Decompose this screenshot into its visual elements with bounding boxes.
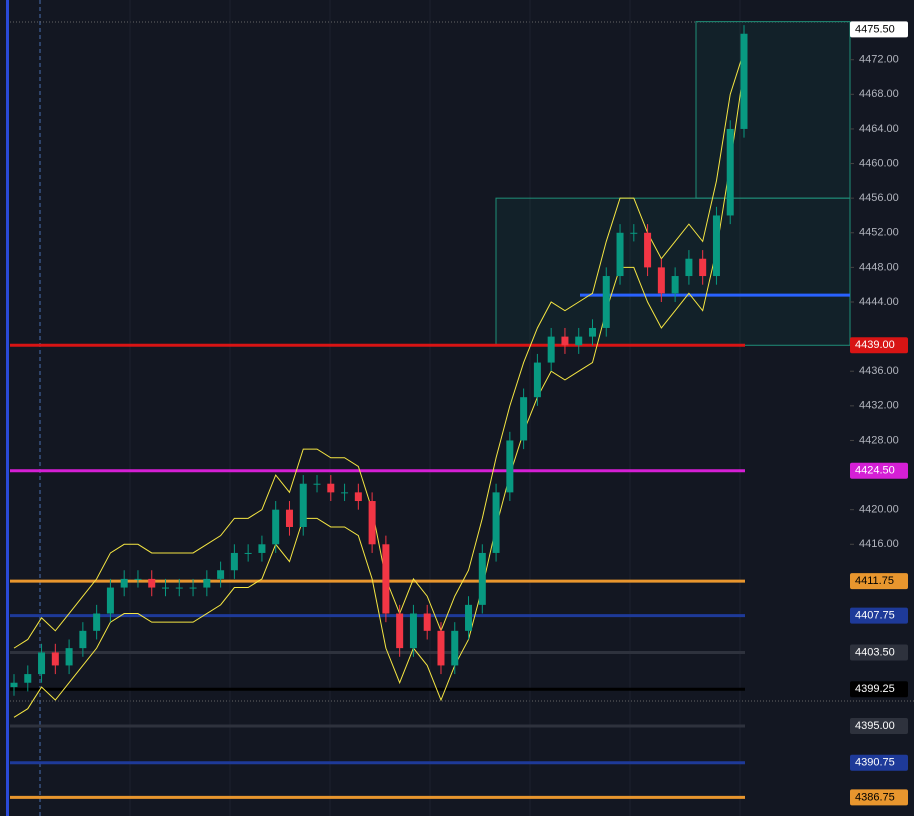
level-tag bbox=[850, 789, 908, 806]
level-tag bbox=[850, 607, 908, 624]
level-tag bbox=[850, 337, 908, 354]
candle-body bbox=[189, 587, 197, 589]
candle-body bbox=[285, 509, 293, 527]
candle-body bbox=[451, 630, 459, 666]
candle-body bbox=[685, 258, 693, 277]
candle-body bbox=[478, 552, 486, 605]
y-tick-label: 4468.00 bbox=[859, 88, 899, 100]
candle-body bbox=[313, 483, 321, 485]
candle-body bbox=[533, 362, 541, 398]
candle-body bbox=[561, 336, 569, 346]
y-tick-label: 4456.00 bbox=[859, 192, 899, 204]
level-label: 4475.50 bbox=[855, 23, 895, 35]
candle-body bbox=[120, 578, 128, 588]
candle-body bbox=[258, 544, 266, 553]
y-tick-label: 4420.00 bbox=[859, 504, 899, 516]
candle-body bbox=[630, 232, 638, 234]
candle-body bbox=[162, 587, 170, 589]
candle-body bbox=[588, 327, 596, 337]
level-label: 4424.50 bbox=[855, 465, 895, 477]
level-tag bbox=[850, 754, 908, 771]
band-lower bbox=[13, 68, 745, 718]
level-tag bbox=[850, 573, 908, 590]
candle-body bbox=[465, 604, 473, 631]
candle-body bbox=[437, 630, 445, 666]
y-tick-label: 4428.00 bbox=[859, 434, 899, 446]
y-tick-label: 4432.00 bbox=[859, 400, 899, 412]
candle-body bbox=[712, 215, 720, 277]
candle-body bbox=[148, 578, 156, 588]
candle-body bbox=[79, 630, 87, 649]
frame-edge bbox=[6, 0, 9, 816]
candle-body bbox=[272, 509, 280, 545]
candle-body bbox=[671, 276, 679, 294]
candle-body bbox=[547, 336, 555, 363]
candle-body bbox=[506, 440, 514, 493]
level-label: 4407.75 bbox=[855, 610, 895, 622]
candle-body bbox=[382, 544, 390, 614]
candle-body bbox=[644, 232, 652, 268]
y-tick-label: 4464.00 bbox=[859, 123, 899, 135]
zone bbox=[695, 21, 851, 199]
candle-body bbox=[93, 613, 101, 631]
candle-body bbox=[726, 128, 734, 216]
candle-body bbox=[602, 276, 610, 328]
candle-body bbox=[520, 397, 528, 441]
y-tick-label: 4436.00 bbox=[859, 365, 899, 377]
candle-body bbox=[217, 570, 225, 579]
level-label: 4395.00 bbox=[855, 720, 895, 732]
level-label: 4399.25 bbox=[855, 683, 895, 695]
candle-body bbox=[134, 578, 142, 580]
candle-body bbox=[203, 578, 211, 588]
level-tag bbox=[850, 644, 908, 661]
candle-body bbox=[230, 552, 238, 571]
level-tag bbox=[850, 21, 908, 38]
level-label: 4403.50 bbox=[855, 646, 895, 658]
candle-body bbox=[368, 501, 376, 545]
level-label: 4411.75 bbox=[855, 575, 894, 587]
level-tag bbox=[850, 462, 908, 479]
candle-body bbox=[341, 492, 349, 494]
candle-body bbox=[38, 652, 46, 675]
candle-body bbox=[396, 613, 404, 649]
y-tick-label: 4472.00 bbox=[859, 54, 899, 66]
candle-body bbox=[657, 267, 665, 294]
candle-body bbox=[106, 587, 114, 614]
candle-body bbox=[740, 33, 748, 129]
y-tick-label: 4452.00 bbox=[859, 227, 899, 239]
level-tag bbox=[850, 681, 908, 698]
candle-body bbox=[575, 336, 583, 346]
candle-body bbox=[409, 613, 417, 649]
candle-body bbox=[616, 232, 624, 277]
candle-body bbox=[423, 613, 431, 631]
candle-body bbox=[299, 483, 307, 527]
y-tick-label: 4416.00 bbox=[859, 538, 899, 550]
candle-body bbox=[492, 492, 500, 553]
y-tick-label: 4444.00 bbox=[859, 296, 899, 308]
candle-body bbox=[10, 682, 18, 688]
candle-body bbox=[175, 587, 183, 589]
level-label: 4439.00 bbox=[855, 339, 895, 351]
candle-body bbox=[354, 492, 362, 502]
level-label: 4390.75 bbox=[855, 757, 895, 769]
v-grid bbox=[129, 0, 741, 816]
level-label: 4386.75 bbox=[855, 791, 895, 803]
candle-body bbox=[51, 652, 59, 666]
zone bbox=[495, 197, 851, 346]
candle-body bbox=[327, 483, 335, 493]
candle-body bbox=[699, 258, 707, 277]
candle-body bbox=[24, 674, 32, 683]
band-upper bbox=[13, 50, 745, 649]
candle-body bbox=[244, 552, 252, 554]
y-tick-label: 4460.00 bbox=[859, 157, 899, 169]
y-tick-label: 4448.00 bbox=[859, 261, 899, 273]
candle-body bbox=[65, 648, 73, 666]
level-tag bbox=[850, 718, 908, 735]
